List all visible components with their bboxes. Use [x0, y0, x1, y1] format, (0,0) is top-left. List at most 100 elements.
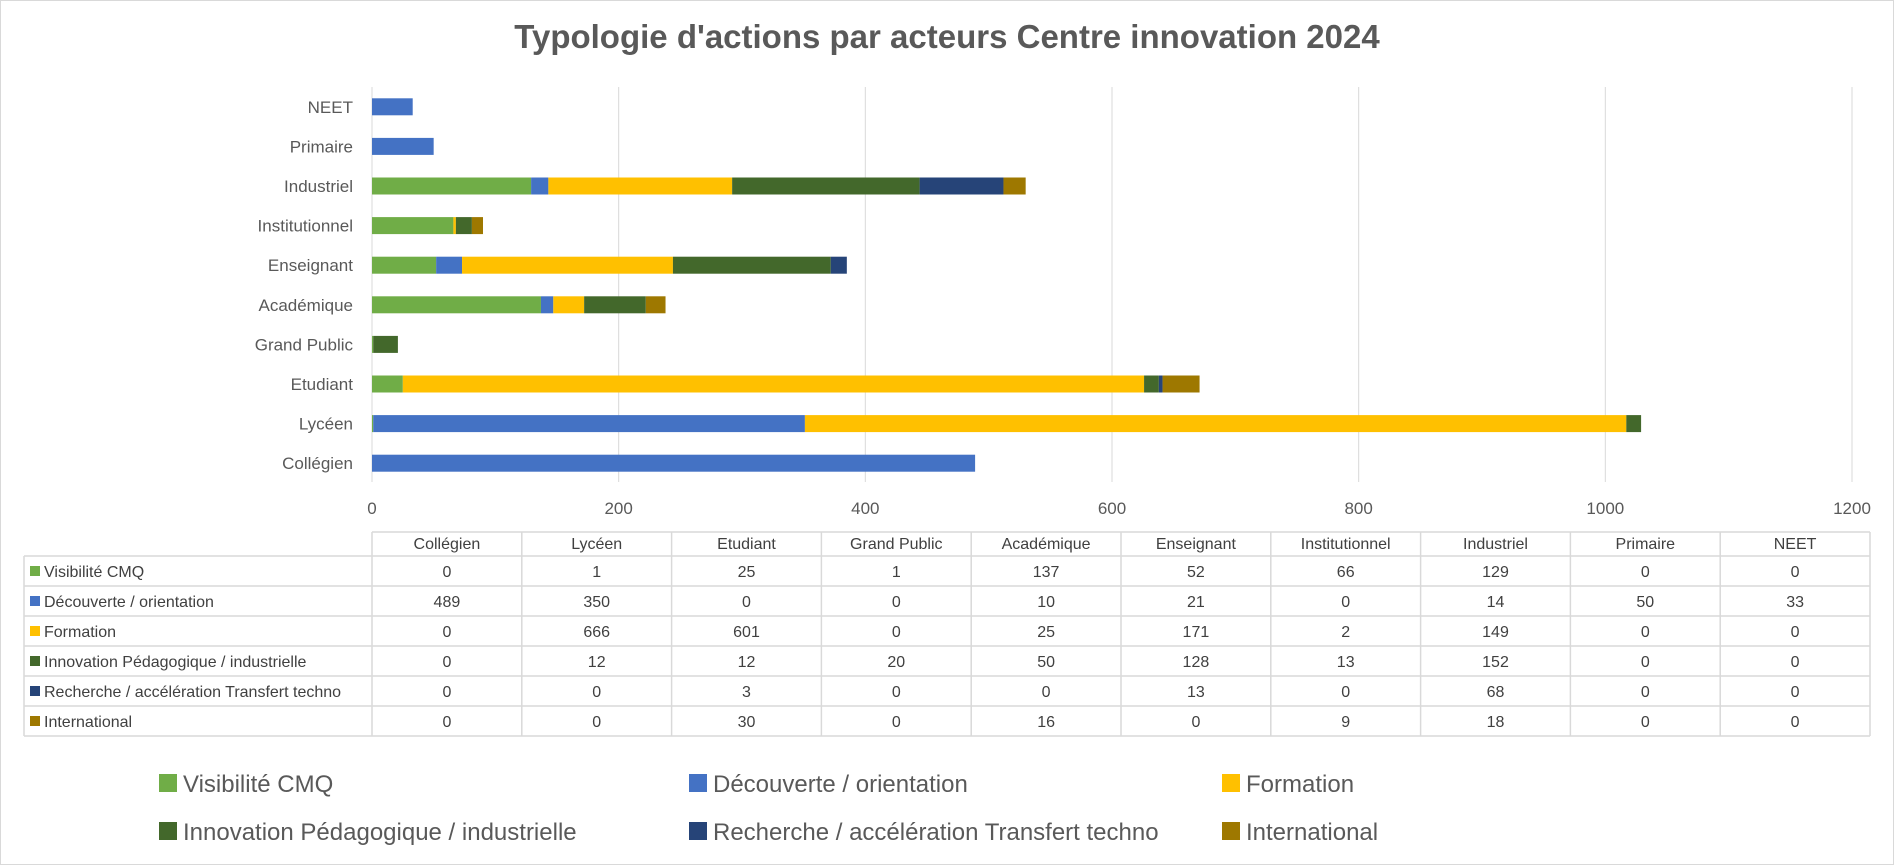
table-cell: 66 — [1337, 564, 1355, 581]
table-cell: 1 — [592, 564, 601, 581]
table-cell: 25 — [1037, 624, 1055, 641]
axis-labels: 0 200 400 600 800 1000 1200 Collégien Lycéen Etud… — [255, 98, 1871, 518]
bar-international-institutionnel — [471, 217, 483, 235]
table-legend-key-visibilite-cmq — [30, 566, 40, 576]
legend-key-innovation-pedagogique-industrielle — [159, 822, 177, 840]
table-cell: 0 — [892, 684, 901, 701]
table-cell: 489 — [434, 594, 461, 611]
table-cell: 128 — [1183, 654, 1210, 671]
bar-decouverte-orientation-academique — [540, 296, 554, 314]
bar-visibilite-cmq-enseignant — [372, 256, 437, 274]
table-cell: 9 — [1341, 714, 1350, 731]
table-cell: 0 — [442, 564, 451, 581]
bar-decouverte-orientation-industriel — [531, 177, 549, 195]
bar-formation-industriel — [548, 177, 733, 195]
legend-label: Recherche / accélération Transfert techn… — [713, 819, 1159, 846]
table-cell: 68 — [1487, 684, 1505, 701]
bar-recherche-acceleration-transfert-techno-etudiant — [1158, 375, 1163, 393]
bar-international-academique — [645, 296, 666, 314]
y-category-label: Industriel — [284, 177, 353, 196]
table-legend-key-innovation-pedagogique-industrielle — [30, 656, 40, 666]
legend-label: Découverte / orientation — [713, 771, 968, 798]
bar-formation-academique — [553, 296, 585, 314]
y-category-label: Collégien — [282, 454, 353, 473]
x-tick-label: 0 — [367, 499, 376, 518]
table-row-label: Formation — [44, 624, 116, 641]
legend-key-visibilite-cmq — [159, 774, 177, 792]
bar-visibilite-cmq-etudiant — [372, 375, 403, 393]
bar-visibilite-cmq-industriel — [372, 177, 532, 195]
bar-decouverte-orientation-neet — [372, 98, 413, 116]
table-header-cell: Grand Public — [850, 536, 943, 553]
table-cell: 601 — [733, 624, 760, 641]
table-cell: 0 — [442, 654, 451, 671]
table-cell: 0 — [1191, 714, 1200, 731]
x-tick-label: 400 — [851, 499, 879, 518]
legend: Visibilité CMQ Découverte / orientation Fo… — [159, 771, 1378, 846]
table-header-cell: Lycéen — [571, 536, 622, 553]
table-row-label: Innovation Pédagogique / industrielle — [44, 654, 307, 671]
bar-innovation-pedagogique-industrielle-enseignant — [672, 256, 831, 274]
table-cell: 171 — [1183, 624, 1210, 641]
table-cell: 33 — [1786, 594, 1804, 611]
x-tick-label: 1200 — [1833, 499, 1871, 518]
table-cell: 18 — [1487, 714, 1505, 731]
data-table: Collégien Lycéen Etudiant Grand Public Acadé… — [23, 531, 1871, 737]
table-header-cell: Primaire — [1616, 536, 1676, 553]
table-cell: 152 — [1482, 654, 1509, 671]
table-cell: 3 — [742, 684, 751, 701]
table-cell: 0 — [442, 714, 451, 731]
table-legend-key-decouverte-orientation — [30, 596, 40, 606]
x-tick-label: 200 — [604, 499, 632, 518]
y-category-label: Etudiant — [291, 375, 354, 394]
table-cell: 0 — [1641, 654, 1650, 671]
table-cell: 0 — [1042, 684, 1051, 701]
legend-key-recherche-acceleration-transfert-techno — [689, 822, 707, 840]
table-cell: 0 — [1341, 684, 1350, 701]
bar-decouverte-orientation-collegien — [372, 454, 976, 472]
table-cell: 12 — [588, 654, 606, 671]
table-cell: 30 — [738, 714, 756, 731]
table-cell: 0 — [1641, 624, 1650, 641]
table-cell: 129 — [1482, 564, 1509, 581]
table-cell: 2 — [1341, 624, 1350, 641]
table-cell: 666 — [583, 624, 610, 641]
table-legend-key-international — [30, 716, 40, 726]
table-header-cell: Enseignant — [1156, 536, 1237, 553]
table-cell: 0 — [1791, 564, 1800, 581]
table-header-cell: Collégien — [414, 536, 481, 553]
y-category-label: Institutionnel — [258, 217, 353, 236]
bar-innovation-pedagogique-industrielle-etudiant — [1144, 375, 1159, 393]
bar-formation-etudiant — [402, 375, 1145, 393]
bar-recherche-acceleration-transfert-techno-industriel — [919, 177, 1004, 195]
bar-recherche-acceleration-transfert-techno-enseignant — [830, 256, 847, 274]
bar-innovation-pedagogique-industrielle-lyceen — [1626, 415, 1642, 433]
bar-innovation-pedagogique-industrielle-grand-public — [373, 335, 398, 353]
legend-label: International — [1246, 819, 1378, 846]
legend-key-formation — [1222, 774, 1240, 792]
bar-innovation-pedagogique-industrielle-industriel — [732, 177, 920, 195]
table-cell: 0 — [592, 684, 601, 701]
table-cell: 14 — [1487, 594, 1505, 611]
legend-label: Visibilité CMQ — [183, 771, 333, 798]
chart-title: Typologie d'actions par acteurs Centre i… — [514, 18, 1380, 55]
table-header-cell: NEET — [1774, 536, 1817, 553]
table-cell: 0 — [1341, 594, 1350, 611]
table-cell: 52 — [1187, 564, 1205, 581]
table-row-label: International — [44, 714, 132, 731]
table-cell: 25 — [738, 564, 756, 581]
table-cell: 0 — [592, 714, 601, 731]
table-cell: 0 — [1641, 564, 1650, 581]
table-header-cell: Institutionnel — [1301, 536, 1391, 553]
x-tick-label: 800 — [1344, 499, 1372, 518]
bar-innovation-pedagogique-industrielle-academique — [584, 296, 646, 314]
table-header-cell: Etudiant — [717, 536, 776, 553]
y-category-label: Enseignant — [268, 256, 353, 275]
table-cell: 0 — [442, 624, 451, 641]
table-cell: 1 — [892, 564, 901, 581]
table-cell: 0 — [742, 594, 751, 611]
table-header-cell: Académique — [1002, 536, 1091, 553]
y-category-label: Lycéen — [299, 415, 353, 434]
